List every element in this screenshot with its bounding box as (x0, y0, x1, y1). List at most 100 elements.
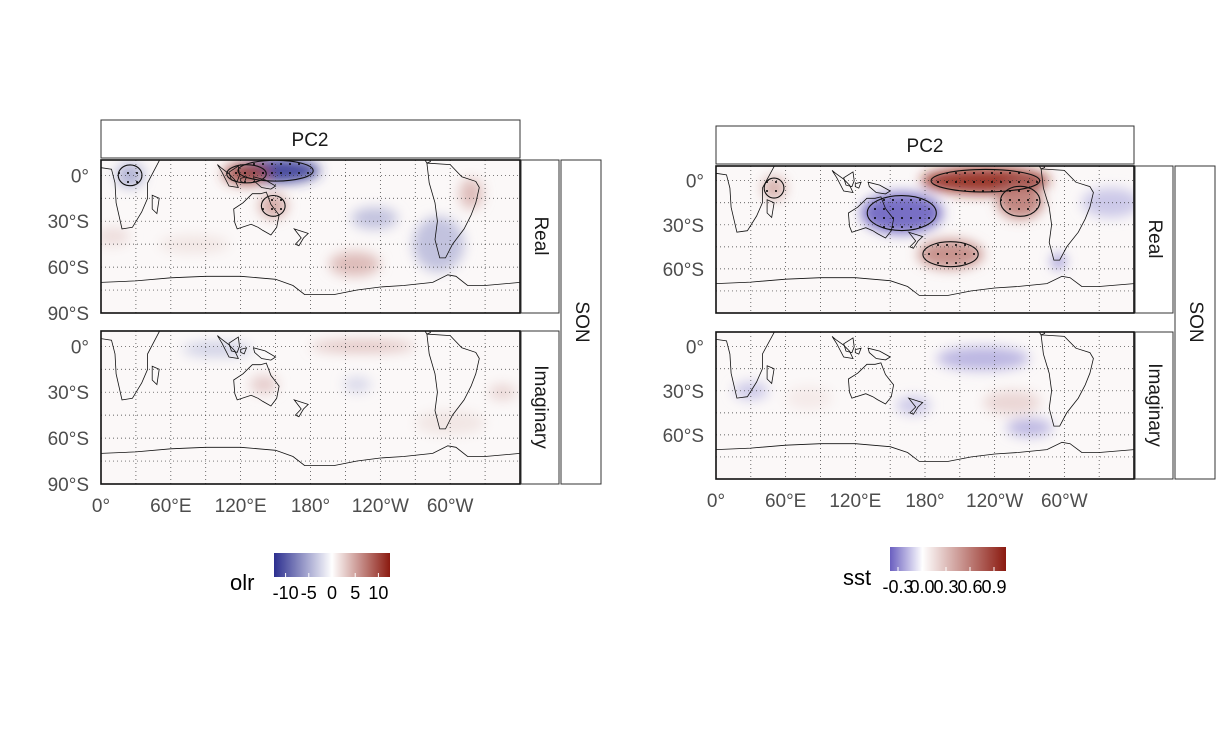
coastline (228, 336, 240, 353)
coastline (217, 164, 239, 189)
y-tick-label: 30°S (663, 382, 704, 403)
sst-legend: sst -0.30.00.30.60.9 (843, 547, 1007, 597)
coastline (716, 166, 775, 233)
olr-legend: olr -10 -5 0 5 10 (230, 553, 390, 603)
x-tick-label: 120°W (352, 496, 409, 517)
y-tick-label: 60°S (48, 429, 89, 450)
coastline (217, 335, 239, 360)
significance-contour (260, 194, 286, 217)
sst-panel-real (715, 165, 1135, 314)
sst-legend-title: sst (843, 565, 871, 590)
coastline (1038, 332, 1046, 336)
coastline (854, 181, 862, 189)
olr-strip-season: SON (571, 301, 592, 342)
anomaly-cell (412, 216, 465, 272)
x-tick-label: 0° (92, 496, 110, 517)
significance-contour (226, 164, 267, 184)
sst-figure: PC2 Real Imaginary SON 0° 30°S 60°S 0° 30°S 6… (663, 125, 1216, 597)
olr-facet-title: PC2 (292, 130, 329, 151)
coastline (831, 170, 854, 194)
anomaly-cell (329, 251, 381, 277)
olr-panel-real (100, 159, 521, 314)
antarctic-coastline (716, 275, 1134, 296)
y-tick-label: 0° (686, 172, 704, 193)
anomaly-cell (101, 227, 131, 246)
coastline (240, 347, 248, 355)
coastline (907, 397, 924, 415)
legend-tick-label: 5 (350, 583, 360, 603)
y-tick-label: 90°S (48, 304, 89, 325)
y-tick-label: 60°S (663, 426, 704, 447)
coastline (252, 347, 277, 361)
legend-tick-label: 0.6 (957, 577, 982, 597)
legend-tick-label: 0 (327, 583, 337, 603)
sst-facet-title: PC2 (907, 136, 944, 157)
anomaly-cell (159, 234, 230, 254)
significance-contour (922, 241, 979, 268)
coastline (843, 337, 855, 354)
legend-tick-label: -10 (273, 583, 299, 603)
antarctic-coastline (101, 445, 520, 466)
x-tick-label: 60°W (427, 496, 474, 517)
sst-axes: 0° 30°S 60°S 0° 30°S 60°S 0° 60°E 120°E 180° 120°W… (663, 172, 1088, 512)
coastline (1038, 166, 1046, 170)
coastline (252, 176, 277, 190)
anomaly-cell (415, 410, 486, 436)
y-tick-label: 30°S (48, 383, 89, 404)
olr-legend-title: olr (230, 570, 254, 595)
olr-strip-real: Real (530, 216, 551, 255)
x-tick-label: 60°E (765, 491, 806, 512)
coastline (101, 331, 161, 401)
sst-strip-imaginary: Imaginary (1144, 363, 1165, 447)
sst-panel-imaginary (715, 331, 1135, 480)
y-tick-label: 90°S (48, 475, 89, 496)
anomaly-cell (459, 178, 483, 209)
x-tick-label: 0° (707, 491, 725, 512)
y-tick-label: 30°S (663, 216, 704, 237)
y-tick-label: 60°S (48, 258, 89, 279)
coastline (766, 199, 775, 219)
sst-colorbar (890, 547, 1006, 571)
legend-tick-label: 0.0 (909, 577, 934, 597)
anomaly-cell (936, 346, 1030, 371)
x-tick-label: 180° (291, 496, 330, 517)
coastline (151, 365, 160, 386)
legend-tick-label: -0.3 (882, 577, 913, 597)
coastline (233, 362, 280, 407)
y-tick-label: 0° (71, 337, 89, 358)
coastline (240, 176, 248, 184)
anomaly-cell (983, 390, 1042, 415)
anomaly-cell (351, 207, 398, 229)
x-tick-label: 180° (905, 491, 944, 512)
anomaly-cell (1081, 188, 1134, 218)
x-tick-label: 60°E (150, 496, 191, 517)
anomaly-cell (182, 341, 253, 358)
olr-panel-imaginary (100, 330, 521, 485)
x-tick-label: 60°W (1041, 491, 1088, 512)
coastline (424, 160, 431, 164)
anomaly-cell (343, 376, 372, 393)
coastline (907, 231, 924, 249)
legend-tick-label: 0.9 (981, 577, 1006, 597)
antarctic-coastline (716, 441, 1134, 462)
coastline (847, 362, 895, 405)
coastline (716, 332, 775, 399)
significance-contour (999, 185, 1041, 217)
legend-tick-label: 0.3 (933, 577, 958, 597)
coastline (228, 165, 240, 182)
coastline (766, 365, 775, 385)
coastline (151, 194, 160, 215)
y-tick-label: 0° (686, 338, 704, 359)
x-tick-label: 120°E (215, 496, 267, 517)
y-tick-label: 60°S (663, 260, 704, 281)
coastline (424, 331, 431, 335)
anomaly-cell (310, 340, 416, 353)
anomaly-cell (785, 386, 833, 410)
coastline (867, 181, 891, 195)
anomaly-cell (895, 396, 931, 415)
coastline (1040, 334, 1094, 427)
coastline (101, 160, 161, 230)
sst-strip-real: Real (1144, 219, 1165, 258)
significance-contour (866, 194, 937, 232)
